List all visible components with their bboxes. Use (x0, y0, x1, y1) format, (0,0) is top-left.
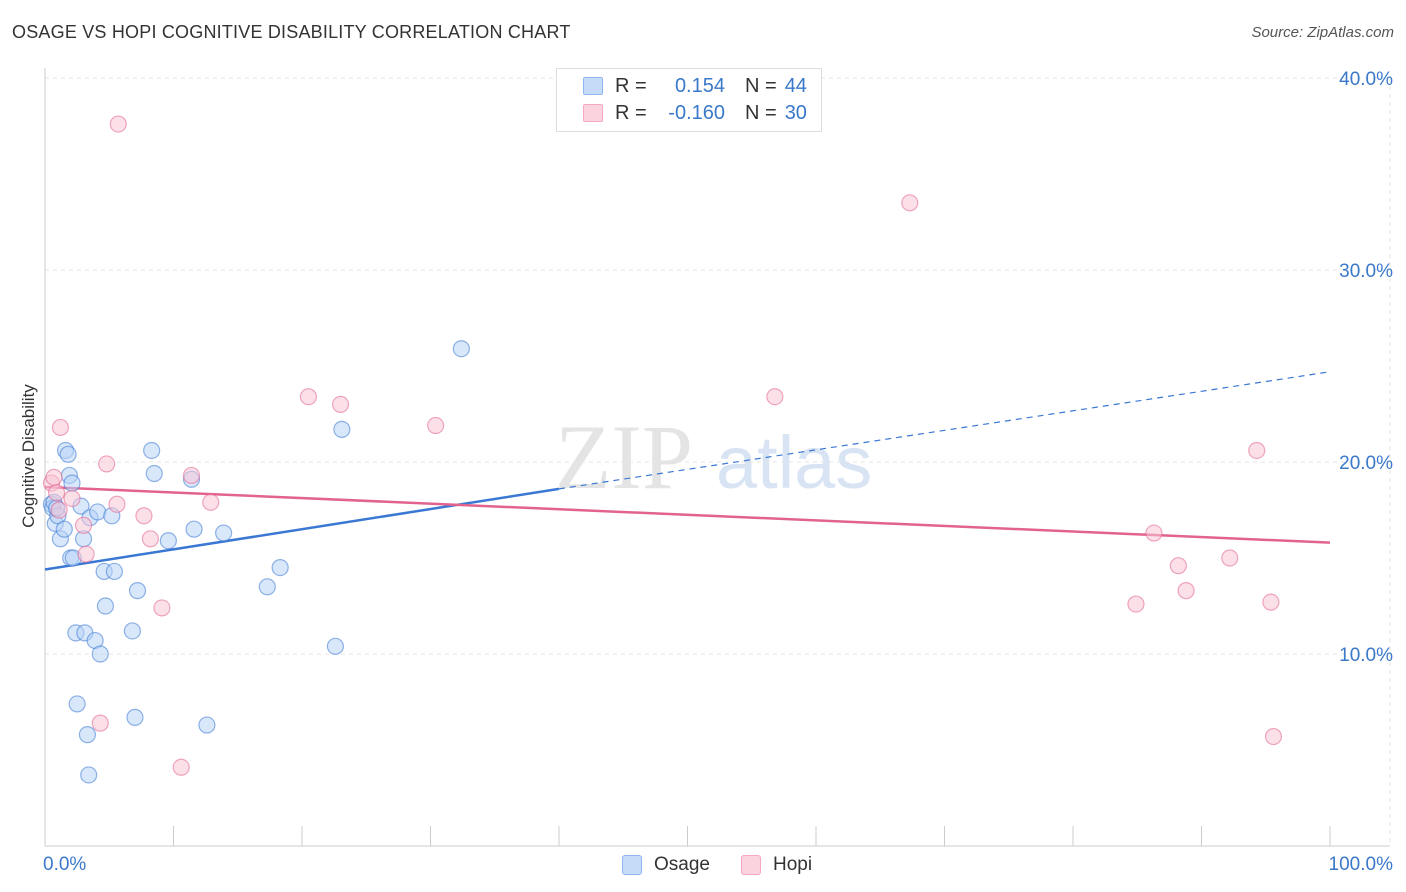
data-point-hopi (108, 495, 126, 513)
data-point-hopi (172, 758, 190, 776)
bottom-legend-osage[interactable]: Osage (622, 852, 710, 878)
data-point-osage (123, 622, 141, 640)
trend-line-osage (44, 487, 560, 571)
data-point-hopi (141, 530, 159, 548)
data-point-osage (128, 582, 147, 600)
data-point-hopi (63, 489, 81, 508)
legend-n-value: 30 (784, 101, 807, 124)
bottom-legend-swatch-osage (622, 855, 642, 875)
bottom-legend-hopi[interactable]: Hopi (741, 852, 812, 878)
data-point-hopi (299, 388, 318, 406)
data-point-hopi (51, 418, 70, 437)
data-point-osage (271, 558, 289, 577)
y-tick-label: 10.0% (1339, 645, 1393, 666)
data-point-osage (89, 503, 107, 521)
data-point-osage (143, 441, 161, 460)
data-point-hopi (1248, 441, 1266, 460)
data-point-hopi (1221, 549, 1239, 567)
data-point-osage (55, 520, 73, 538)
x-tick-label: 0.0% (43, 854, 86, 875)
y-axis-title: Cognitive Disability (19, 384, 38, 528)
data-point-hopi (1127, 595, 1145, 613)
y-tick-label: 40.0% (1339, 69, 1393, 90)
legend-n-label: N = (745, 74, 777, 97)
data-point-hopi (45, 468, 63, 486)
data-point-hopi (47, 484, 66, 502)
data-point-osage (326, 637, 345, 655)
data-point-hopi (74, 516, 93, 534)
legend-swatch-osage (583, 77, 603, 95)
data-point-osage (59, 445, 77, 463)
data-point-osage (452, 340, 470, 358)
bottom-legend-swatch-hopi (741, 855, 761, 875)
trend-line-hopi (44, 485, 1331, 544)
legend-swatch-hopi (583, 104, 603, 122)
legend-row-osage: R = 0.154 N = 44 (583, 74, 807, 98)
data-point-osage (78, 726, 97, 744)
legend-r-value: -0.160 (668, 101, 725, 124)
data-point-hopi (1262, 593, 1280, 611)
bottom-legend-label-osage: Osage (654, 854, 710, 875)
legend-n-value: 44 (784, 74, 807, 97)
data-point-osage (126, 708, 144, 726)
data-point-hopi (331, 395, 350, 413)
legend-n-label: N = (745, 101, 777, 124)
data-point-osage (145, 464, 163, 483)
stats-legend: R = 0.154 N = 44 R = -0.160 N = 30 (556, 68, 822, 132)
data-point-hopi (77, 545, 95, 563)
y-tick-label: 30.0% (1339, 261, 1393, 282)
data-point-osage (198, 716, 216, 734)
data-point-hopi (427, 416, 445, 435)
legend-r-value: 0.154 (674, 74, 725, 97)
x-tick-label: 100.0% (1329, 854, 1394, 875)
data-point-hopi (1145, 524, 1163, 542)
legend-r-label: R = (615, 74, 647, 97)
data-point-osage (333, 420, 351, 438)
data-point-hopi (135, 507, 153, 525)
data-point-hopi (182, 466, 201, 485)
data-point-osage (105, 562, 123, 581)
data-point-osage (258, 578, 276, 596)
data-point-hopi (1177, 582, 1195, 600)
data-point-hopi (1264, 727, 1283, 746)
data-point-hopi (153, 599, 171, 617)
data-point-hopi (91, 714, 109, 732)
data-point-osage (215, 524, 233, 542)
data-point-hopi (901, 194, 919, 212)
data-point-osage (68, 695, 86, 713)
data-point-hopi (202, 493, 220, 511)
legend-r-label: R = (615, 101, 647, 124)
y-tick-label: 20.0% (1339, 453, 1393, 474)
data-point-hopi (98, 455, 116, 473)
legend-row-hopi: R = -0.160 N = 30 (583, 101, 807, 125)
data-point-osage (185, 520, 203, 538)
trend-line-projection-osage (558, 371, 1331, 490)
watermark-zip: ZIP (555, 406, 693, 508)
data-point-osage (159, 532, 177, 550)
data-point-hopi (1169, 557, 1187, 575)
data-point-hopi (766, 388, 784, 406)
data-point-osage (80, 766, 98, 784)
data-point-osage (91, 645, 109, 663)
data-point-hopi (109, 115, 127, 133)
source-label: Source: ZipAtlas.com (1251, 24, 1394, 41)
data-point-hopi (50, 501, 68, 519)
bottom-legend-label-hopi: Hopi (773, 854, 813, 875)
data-point-osage (96, 597, 114, 615)
chart-title: OSAGE VS HOPI COGNITIVE DISABILITY CORRE… (12, 22, 571, 42)
data-point-osage (63, 474, 81, 492)
